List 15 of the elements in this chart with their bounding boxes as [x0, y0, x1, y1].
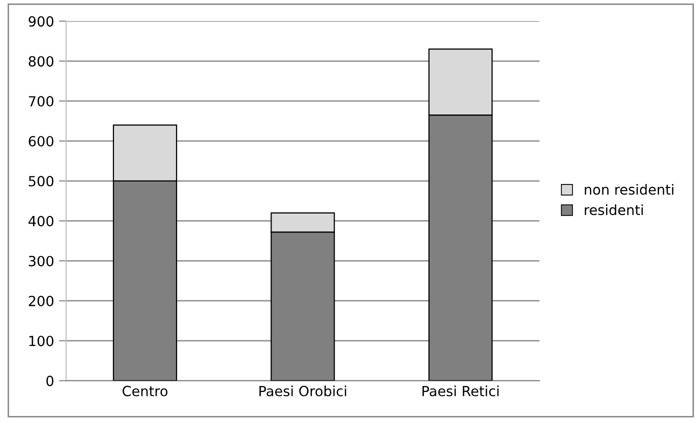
legend-label: non residenti — [584, 184, 674, 195]
y-tick-label: 300 — [28, 256, 54, 266]
y-tick-label: 700 — [28, 96, 54, 107]
y-tick-label: 800 — [28, 56, 54, 67]
y-tick-label: 200 — [28, 296, 54, 306]
x-tick-label: Centro — [122, 386, 168, 396]
y-tick-label: 100 — [29, 336, 54, 346]
y-tick-label: 500 — [28, 176, 54, 186]
y-tick-label: 0 — [46, 376, 54, 386]
x-tick-label: Paesi Retici — [422, 386, 499, 396]
x-tick-label: Paesi Orobici — [259, 386, 346, 396]
y-tick-label: 400 — [28, 216, 54, 226]
y-tick-label: 600 — [28, 136, 54, 146]
y-tick-label: 900 — [28, 16, 54, 27]
legend-label: residenti — [584, 204, 643, 216]
